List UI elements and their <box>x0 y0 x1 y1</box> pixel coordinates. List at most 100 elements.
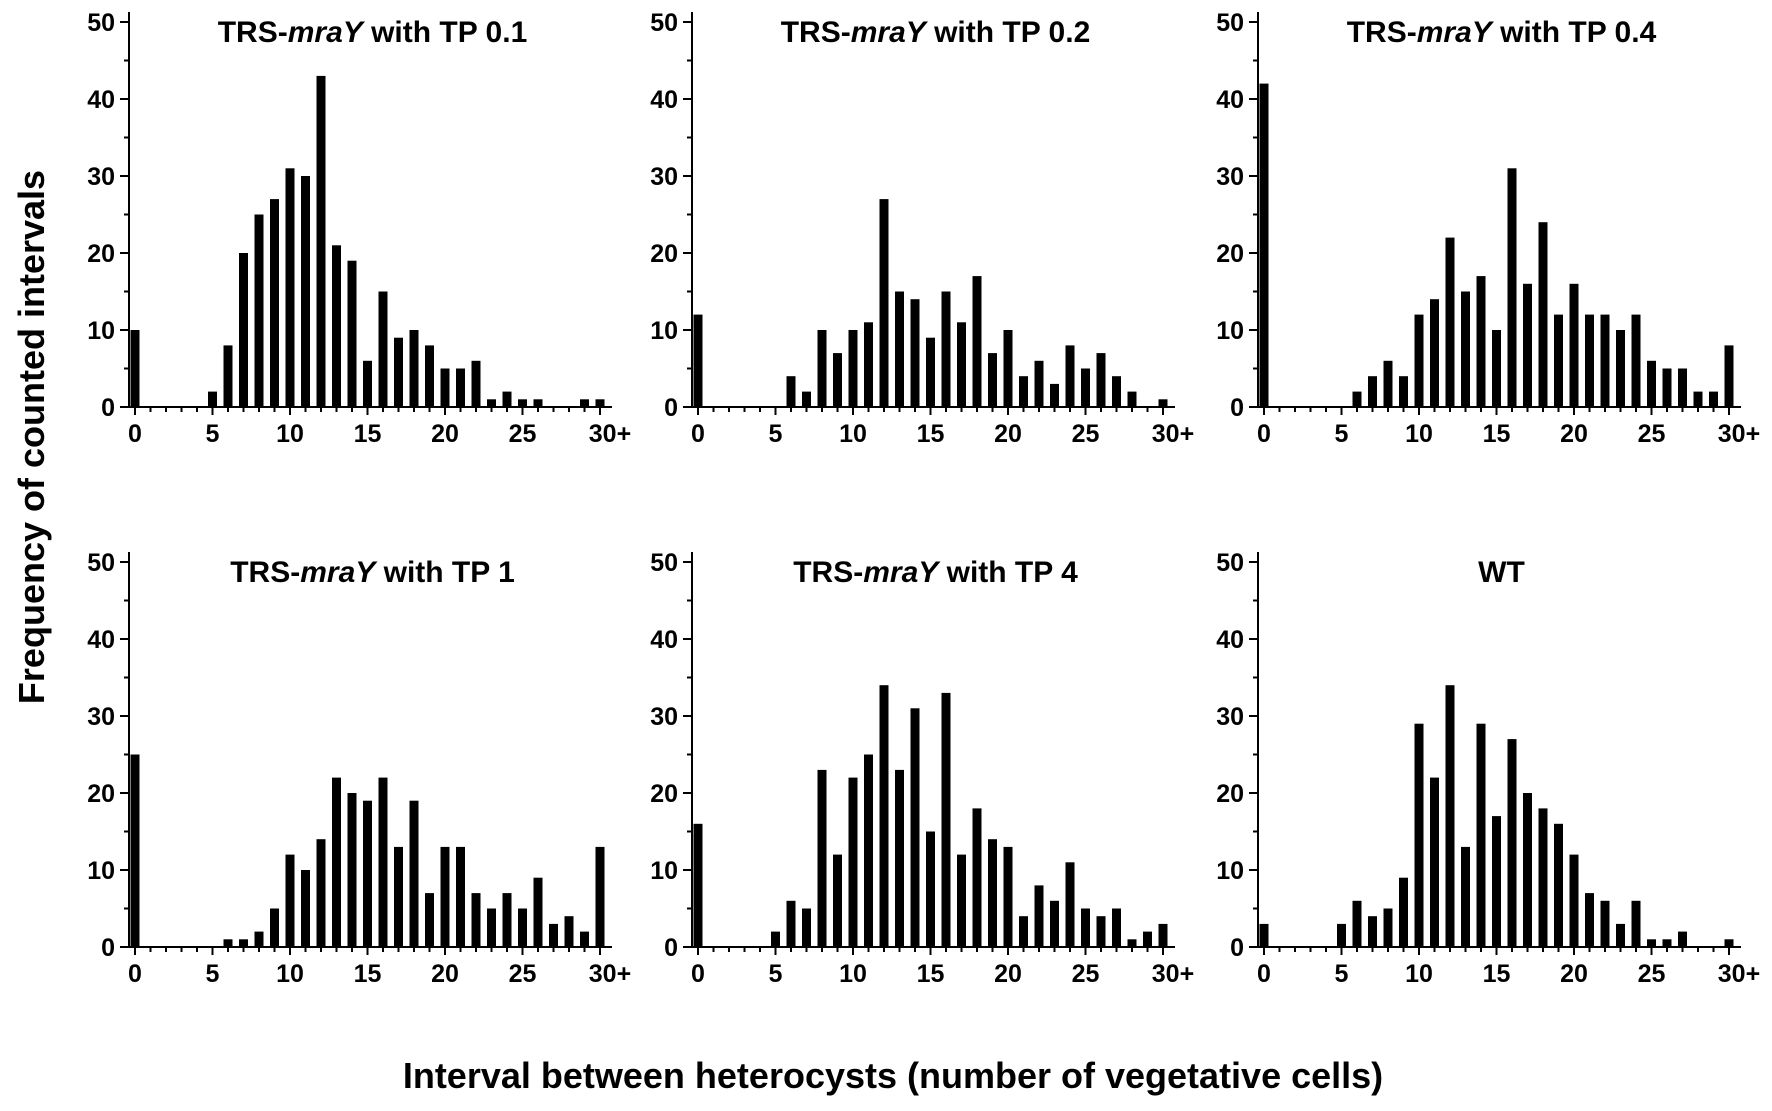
bar <box>1662 939 1672 947</box>
bar <box>1259 83 1269 407</box>
x-tick-label: 15 <box>917 960 945 988</box>
bar <box>487 908 496 947</box>
bar <box>130 330 140 407</box>
bar <box>1507 168 1517 407</box>
bar <box>1368 916 1377 947</box>
bar <box>1003 846 1013 947</box>
panel-title: TRS-mraY with TP 0.1 <box>218 16 528 49</box>
bar <box>502 391 512 407</box>
bar <box>254 214 264 407</box>
bar <box>1143 931 1152 947</box>
y-tick-label: 30 <box>650 703 678 731</box>
bar <box>456 846 465 947</box>
bar <box>1019 376 1028 407</box>
histogram-panel-1: 0 10 20 30 40 50 0 5 10 15 20 25 30+ TRS-mraY with TP… <box>87 9 631 448</box>
bar <box>848 330 858 407</box>
x-tick-label: 10 <box>839 420 867 448</box>
y-tick-label: 0 <box>101 394 115 422</box>
bar <box>1631 900 1641 947</box>
bar <box>1600 314 1610 407</box>
bar <box>239 253 248 407</box>
bar <box>1065 345 1075 407</box>
bar <box>1600 900 1610 947</box>
bar <box>693 823 703 947</box>
x-tick-label: 10 <box>276 420 304 448</box>
y-tick-label: 20 <box>87 780 115 808</box>
bar <box>1445 237 1455 407</box>
bar <box>879 199 889 407</box>
bar <box>1112 376 1121 407</box>
bar <box>254 931 264 947</box>
bar <box>363 360 372 407</box>
y-tick-label: 50 <box>650 9 678 37</box>
bar <box>595 399 605 407</box>
histogram-panel-4: 0 10 20 30 40 50 0 5 10 15 20 25 30+ TRS-mraY with TP… <box>87 549 631 988</box>
y-tick-label: 30 <box>87 163 115 191</box>
bar <box>1096 353 1106 407</box>
bar <box>1616 923 1625 947</box>
x-tick-label: 30+ <box>1718 960 1760 988</box>
bar <box>1538 808 1548 947</box>
bar <box>1647 939 1656 947</box>
x-tick-label: 0 <box>691 420 705 448</box>
bar <box>1461 291 1470 407</box>
bar <box>1127 391 1137 407</box>
y-tick-label: 0 <box>1230 394 1244 422</box>
x-tick-label: 0 <box>1257 960 1271 988</box>
bar <box>1585 314 1594 407</box>
bar <box>1112 908 1121 947</box>
bar <box>1569 283 1579 407</box>
bar <box>1616 330 1625 407</box>
bar <box>595 846 605 947</box>
bar <box>1724 345 1734 407</box>
bar <box>1445 685 1455 947</box>
bar <box>533 399 543 407</box>
bar <box>316 75 326 408</box>
bar <box>301 870 310 947</box>
bar <box>1352 391 1362 407</box>
bar <box>972 808 982 947</box>
x-tick-label: 20 <box>994 960 1022 988</box>
bar <box>1034 885 1044 947</box>
x-tick-label: 10 <box>1405 960 1433 988</box>
bar <box>518 908 527 947</box>
y-tick-label: 10 <box>87 857 115 885</box>
y-tick-label: 40 <box>87 626 115 654</box>
x-tick-label: 15 <box>354 960 382 988</box>
x-tick-label: 30+ <box>589 420 631 448</box>
bar <box>1631 314 1641 407</box>
y-tick-label: 20 <box>1216 240 1244 268</box>
x-tick-label: 30+ <box>589 960 631 988</box>
y-tick-label: 0 <box>101 934 115 962</box>
bar <box>895 291 904 407</box>
y-tick-label: 10 <box>650 857 678 885</box>
bar <box>549 923 558 947</box>
y-tick-label: 30 <box>650 163 678 191</box>
panel-title: TRS-mraY with TP 1 <box>230 556 515 589</box>
x-tick-label: 5 <box>769 420 783 448</box>
y-tick-label: 20 <box>87 240 115 268</box>
bar <box>1492 330 1501 407</box>
x-tick-label: 30+ <box>1152 960 1194 988</box>
bar <box>848 777 858 947</box>
x-tick-label: 5 <box>206 960 220 988</box>
x-tick-label: 0 <box>128 420 142 448</box>
bar <box>1337 923 1346 947</box>
y-tick-label: 50 <box>650 549 678 577</box>
bar <box>1259 923 1269 947</box>
bar <box>1693 391 1703 407</box>
bar <box>1399 376 1408 407</box>
y-tick-label: 0 <box>664 934 678 962</box>
bar <box>833 854 842 947</box>
x-tick-label: 5 <box>1335 960 1349 988</box>
y-tick-label: 10 <box>1216 857 1244 885</box>
bar <box>1709 391 1718 407</box>
bar <box>378 291 388 407</box>
bar <box>347 793 357 947</box>
y-tick-label: 20 <box>650 240 678 268</box>
bar <box>972 276 982 407</box>
bar <box>817 330 827 407</box>
histogram-panel-6: 0 10 20 30 40 50 0 5 10 15 20 25 30+ WT <box>1216 549 1760 988</box>
bar <box>1492 816 1501 947</box>
bar <box>1538 222 1548 407</box>
